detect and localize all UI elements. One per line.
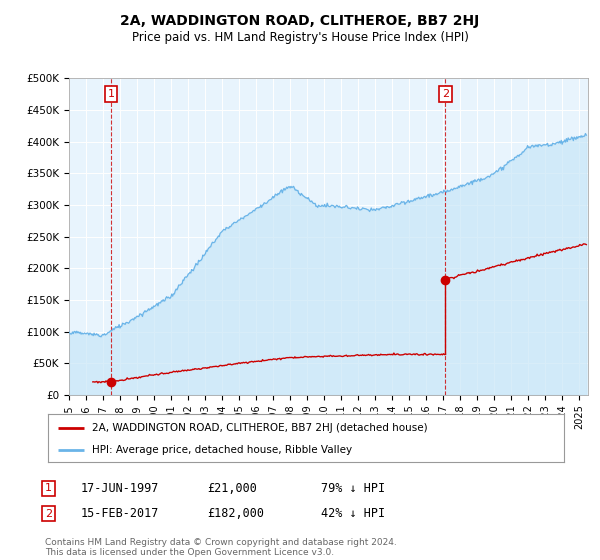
Text: £21,000: £21,000 bbox=[207, 482, 257, 495]
Text: 79% ↓ HPI: 79% ↓ HPI bbox=[321, 482, 385, 495]
Text: 1: 1 bbox=[107, 89, 115, 99]
Text: 2: 2 bbox=[45, 508, 52, 519]
Text: 15-FEB-2017: 15-FEB-2017 bbox=[81, 507, 160, 520]
Text: 2: 2 bbox=[442, 89, 449, 99]
Text: 1: 1 bbox=[45, 483, 52, 493]
Text: 17-JUN-1997: 17-JUN-1997 bbox=[81, 482, 160, 495]
Text: £182,000: £182,000 bbox=[207, 507, 264, 520]
Text: 2A, WADDINGTON ROAD, CLITHEROE, BB7 2HJ (detached house): 2A, WADDINGTON ROAD, CLITHEROE, BB7 2HJ … bbox=[92, 423, 427, 433]
Text: 2A, WADDINGTON ROAD, CLITHEROE, BB7 2HJ: 2A, WADDINGTON ROAD, CLITHEROE, BB7 2HJ bbox=[121, 14, 479, 28]
Text: HPI: Average price, detached house, Ribble Valley: HPI: Average price, detached house, Ribb… bbox=[92, 445, 352, 455]
Text: Price paid vs. HM Land Registry's House Price Index (HPI): Price paid vs. HM Land Registry's House … bbox=[131, 31, 469, 44]
Text: Contains HM Land Registry data © Crown copyright and database right 2024.
This d: Contains HM Land Registry data © Crown c… bbox=[45, 538, 397, 557]
Text: 42% ↓ HPI: 42% ↓ HPI bbox=[321, 507, 385, 520]
